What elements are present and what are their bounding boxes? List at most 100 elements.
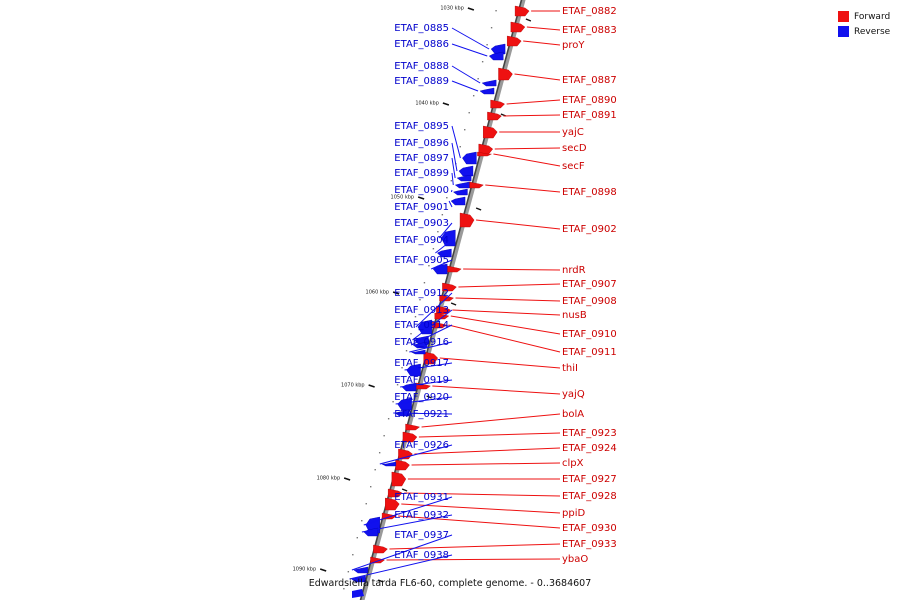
reverse-gene-feature: [381, 461, 397, 467]
forward-gene-feature: [434, 312, 450, 320]
reverse-gene-feature: [450, 196, 466, 206]
reverse-gene-label: ETAF_0886: [394, 39, 449, 50]
forward-gene-feature: [405, 423, 421, 431]
tick-label: 1080 kbp: [317, 476, 341, 482]
reverse-gene-leader: [395, 396, 453, 405]
track-dot: [446, 197, 448, 199]
reverse-gene-feature: [412, 341, 428, 349]
reverse-gene-leader: [448, 200, 453, 208]
forward-gene-feature: [373, 544, 388, 554]
reverse-gene-leader: [451, 142, 458, 172]
forward-gene-leader: [386, 558, 561, 561]
forward-gene-label: ETAF_0924: [562, 443, 617, 454]
tick-label: 1050 kbp: [391, 195, 415, 201]
reverse-gene-label: ETAF_0938: [394, 550, 449, 561]
forward-gene-label: ETAF_0887: [562, 75, 617, 86]
tick-label: 1040 kbp: [415, 101, 439, 107]
track-dot: [347, 571, 350, 573]
reverse-gene-feature: [441, 229, 456, 247]
track-dot: [495, 10, 497, 12]
forward-gene-leader: [493, 153, 561, 167]
reverse-gene-label: ETAF_0914: [394, 320, 449, 331]
reverse-gene-feature: [456, 174, 472, 182]
track-dot: [387, 418, 390, 420]
reverse-gene-label: ETAF_0897: [394, 153, 449, 164]
track-dot: [450, 180, 452, 182]
reverse-gene-feature: [417, 319, 433, 335]
forward-gene-label: ETAF_0883: [562, 25, 617, 36]
track-dot: [486, 44, 488, 46]
reverse-gene-label: ETAF_0885: [394, 23, 449, 34]
forward-gene-feature: [381, 512, 397, 520]
forward-gene-label: yajC: [562, 127, 584, 138]
tick-mark: [450, 302, 457, 306]
reverse-gene-leader: [404, 362, 453, 371]
forward-gene-leader: [401, 503, 561, 514]
forward-gene-label: clpX: [562, 458, 584, 469]
track-dot: [383, 435, 385, 437]
reverse-gene-label: ETAF_0916: [394, 337, 449, 348]
forward-gene-label: nrdR: [562, 265, 586, 276]
forward-gene-feature: [370, 556, 385, 564]
forward-gene-label: ybaO: [562, 554, 588, 565]
track-dot: [370, 486, 372, 488]
forward-gene-leader: [421, 413, 561, 428]
forward-gene-feature: [459, 212, 475, 228]
reverse-gene-leader: [451, 43, 488, 57]
legend-swatch-forward: [838, 11, 849, 22]
forward-gene-label: ETAF_0891: [562, 110, 617, 121]
forward-gene-leader: [503, 114, 561, 117]
reverse-gene-label: ETAF_0900: [394, 185, 449, 196]
track-dot: [428, 265, 430, 267]
reverse-gene-label: ETAF_0931: [394, 492, 449, 503]
forward-gene-leader: [448, 324, 561, 353]
track-dot: [392, 401, 394, 403]
forward-gene-leader: [404, 492, 561, 497]
forward-gene-feature: [395, 459, 410, 471]
reverse-gene-label: ETAF_0926: [394, 440, 449, 451]
track-dot: [481, 61, 484, 63]
forward-gene-label: ETAF_0933: [562, 539, 617, 550]
reverse-gene-leader: [450, 189, 453, 193]
reverse-gene-feature: [481, 79, 497, 87]
forward-gene-label: ETAF_0930: [562, 523, 617, 534]
tick-label: 1030 kbp: [440, 6, 464, 12]
tick-mark: [319, 568, 327, 572]
forward-gene-leader: [526, 26, 561, 31]
forward-gene-leader: [458, 283, 561, 288]
reverse-gene-label: ETAF_0888: [394, 61, 449, 72]
reverse-gene-feature: [488, 51, 504, 61]
reverse-gene-feature: [490, 43, 506, 55]
reverse-gene-leader: [451, 27, 490, 50]
forward-gene-feature: [432, 321, 447, 329]
reverse-gene-label: ETAF_0937: [394, 530, 449, 541]
reverse-gene-feature: [353, 566, 369, 574]
reverse-gene-label: ETAF_0913: [394, 305, 449, 316]
track-dot: [356, 537, 358, 539]
track-dot: [464, 129, 466, 131]
forward-gene-feature: [387, 488, 403, 498]
forward-gene-leader: [414, 447, 561, 455]
track-dot: [423, 282, 426, 284]
forward-gene-feature: [483, 125, 498, 139]
forward-gene-leader: [455, 297, 561, 302]
forward-gene-label: ETAF_0910: [562, 329, 617, 340]
forward-gene-leader: [523, 40, 561, 46]
forward-gene-feature: [402, 431, 418, 443]
tick-mark: [392, 291, 400, 295]
reverse-gene-label: ETAF_0896: [394, 138, 449, 149]
reverse-gene-label: ETAF_0899: [394, 168, 449, 179]
track-dot: [401, 367, 403, 369]
forward-gene-label: yajQ: [562, 389, 585, 400]
tick-mark: [525, 18, 532, 22]
forward-gene-leader: [432, 385, 561, 395]
reverse-gene-leader: [363, 496, 453, 526]
forward-gene-label: ETAF_0908: [562, 296, 617, 307]
reverse-gene-label: ETAF_0889: [394, 76, 449, 87]
reverse-gene-feature: [452, 188, 468, 196]
reverse-gene-label: ETAF_0917: [394, 358, 449, 369]
forward-gene-label: ETAF_0902: [562, 224, 617, 235]
track-dot: [361, 520, 363, 522]
forward-gene-feature: [477, 151, 492, 157]
forward-gene-feature: [507, 35, 522, 47]
